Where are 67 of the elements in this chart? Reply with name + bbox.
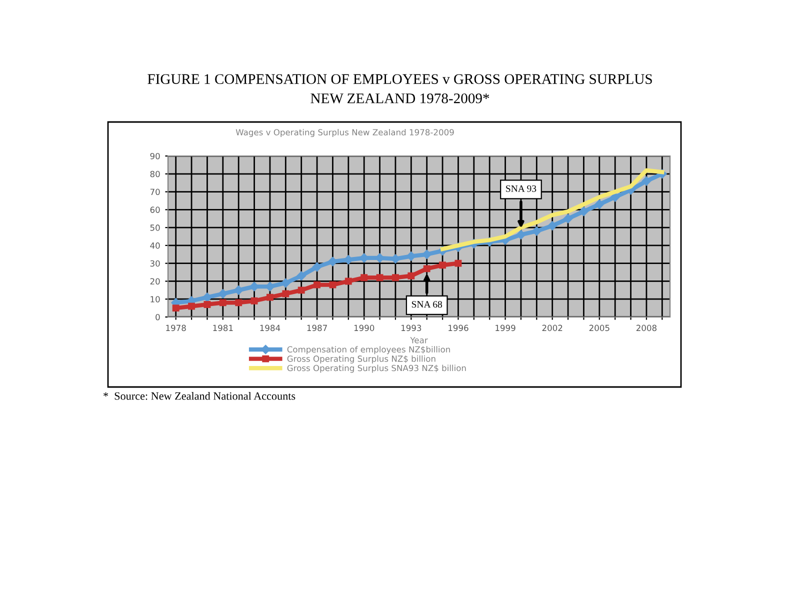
point	[610, 192, 620, 202]
point	[296, 271, 306, 280]
point	[344, 278, 352, 285]
point	[328, 256, 338, 266]
y-tick-label: 0	[156, 314, 160, 320]
point	[423, 265, 430, 272]
point	[408, 272, 415, 280]
point	[516, 230, 526, 240]
point	[439, 262, 446, 269]
point	[219, 299, 226, 306]
x-tick-label: 1987	[307, 324, 327, 332]
x-tick-label: 1978	[166, 324, 186, 332]
x-tick-label: 2008	[636, 324, 656, 332]
x-tick-label: 1996	[448, 324, 468, 332]
point	[563, 214, 573, 224]
point	[422, 250, 432, 260]
annotation: SNA 93	[506, 185, 536, 192]
point	[298, 286, 305, 294]
y-tick-label: 30	[150, 260, 160, 267]
point	[360, 274, 368, 282]
y-tick-label: 40	[150, 242, 160, 249]
point	[329, 281, 336, 288]
point	[172, 304, 180, 312]
x-tick-label: 2005	[589, 324, 610, 332]
x-tick-label: 1981	[213, 324, 233, 332]
y-tick-label: 50	[150, 224, 160, 231]
text: * Source: New Zealand National Accounts	[104, 392, 296, 400]
point	[250, 297, 258, 304]
point	[314, 281, 321, 288]
y-tick-label: 90	[150, 152, 160, 160]
point	[579, 206, 588, 216]
point	[392, 274, 399, 282]
y-tick-label: 80	[150, 170, 160, 178]
point	[202, 292, 212, 302]
point	[454, 260, 462, 267]
point	[235, 299, 242, 306]
y-tick-label: 10	[150, 296, 160, 302]
point	[250, 282, 259, 292]
x-axis-title: Year	[410, 337, 428, 344]
x-tick-label: 1984	[260, 324, 280, 332]
legend-label: Gross Operating Surplus NZ$ billion	[287, 355, 436, 364]
x-tick-label: 1990	[354, 324, 374, 332]
point	[234, 286, 244, 295]
point	[594, 200, 604, 209]
point	[532, 226, 542, 236]
legend-label: Compensation of employees NZ$billion	[287, 346, 450, 354]
y-tick-label: 60	[150, 206, 160, 213]
x-tick-label: 2002	[542, 324, 562, 332]
legend-label: Gross Operating Surplus SNA93 NZ$ billion	[287, 364, 466, 373]
y-tick-label: 70	[150, 188, 160, 196]
x-tick-label: 1993	[401, 324, 422, 332]
x-tick-label: 1999	[496, 324, 516, 332]
point	[204, 301, 211, 308]
point	[548, 221, 557, 230]
y-tick-label: 20	[150, 278, 160, 285]
chart-title: FIGURE 1 COMPENSATION OF EMPLOYEES v GROSS OPERATING SURPLUS NEW ZEALAND 1978-2009*	[148, 74, 652, 104]
point	[188, 302, 196, 310]
chart-subtitle: Wages v Operating Surplus New Zealand 1978-2009	[236, 128, 454, 138]
point	[376, 274, 384, 282]
point	[266, 294, 274, 301]
annotation: SNA 68	[412, 301, 442, 308]
point	[281, 278, 290, 288]
point	[312, 262, 322, 272]
point	[642, 176, 652, 186]
point	[218, 289, 228, 298]
point	[390, 254, 400, 264]
point	[282, 290, 290, 298]
